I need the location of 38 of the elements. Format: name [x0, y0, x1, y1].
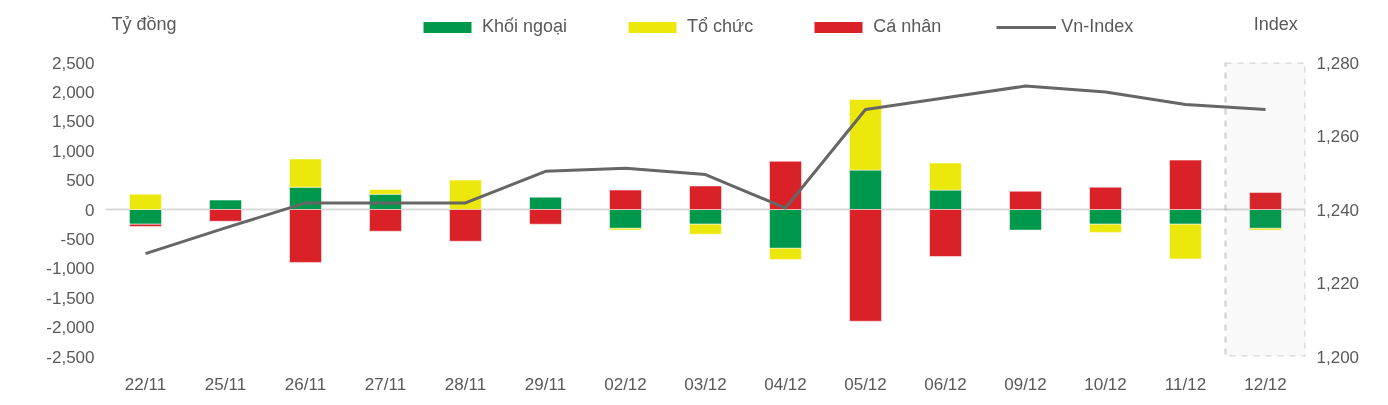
y2-tick-label: 1,200	[1316, 347, 1360, 367]
y2-axis-title: Index	[1253, 13, 1298, 34]
x-tick-label: 28/11	[444, 374, 487, 394]
y-tick-label: 2,000	[51, 82, 95, 102]
x-tick-label: 09/12	[1004, 374, 1047, 394]
legend-label: Cá nhân	[873, 16, 942, 37]
legend-label: Khối ngoại	[482, 16, 568, 37]
y-tick-label: -2,500	[46, 347, 95, 367]
y-tick-label: 2,500	[51, 53, 95, 73]
x-tick-label: 02/12	[604, 374, 647, 394]
x-tick-label: 05/12	[844, 374, 887, 394]
x-tick-label: 27/11	[364, 374, 407, 394]
y2-tick-label: 1,280	[1316, 53, 1360, 73]
y-tick-label: -500	[60, 229, 95, 249]
x-tick-label: 11/12	[1164, 374, 1207, 394]
y-tick-label: -2,000	[46, 318, 95, 338]
x-tick-label: 22/11	[124, 374, 167, 394]
y2-tick-label: 1,260	[1316, 127, 1360, 146]
y2-tick-label: 1,240	[1316, 200, 1360, 220]
y-tick-label: 1,000	[51, 141, 95, 161]
x-tick-label: 06/12	[924, 374, 967, 394]
x-tick-label: 26/11	[284, 374, 327, 394]
x-tick-label: 03/12	[684, 374, 727, 394]
line-series	[144, 84, 1267, 256]
y-tick-label: 1,500	[51, 112, 95, 132]
x-tick-label: 04/12	[764, 374, 807, 394]
y-tick-label: -1,000	[46, 259, 95, 279]
y-tick-label: 500	[66, 171, 95, 191]
legend-label: Vn-Index	[1061, 16, 1134, 37]
y2-tick-label: 1,220	[1316, 274, 1360, 293]
y-axis-title: Tỷ đồng	[111, 13, 177, 34]
y-tick-label: -1,500	[46, 288, 95, 308]
x-tick-label: 25/11	[204, 374, 247, 394]
x-tick-label: 10/12	[1084, 374, 1127, 394]
x-tick-label: 12/12	[1244, 374, 1287, 394]
y-tick-label: 0	[85, 200, 95, 220]
x-tick-label: 29/11	[524, 374, 567, 394]
legend-label: Tổ chức	[687, 16, 754, 37]
